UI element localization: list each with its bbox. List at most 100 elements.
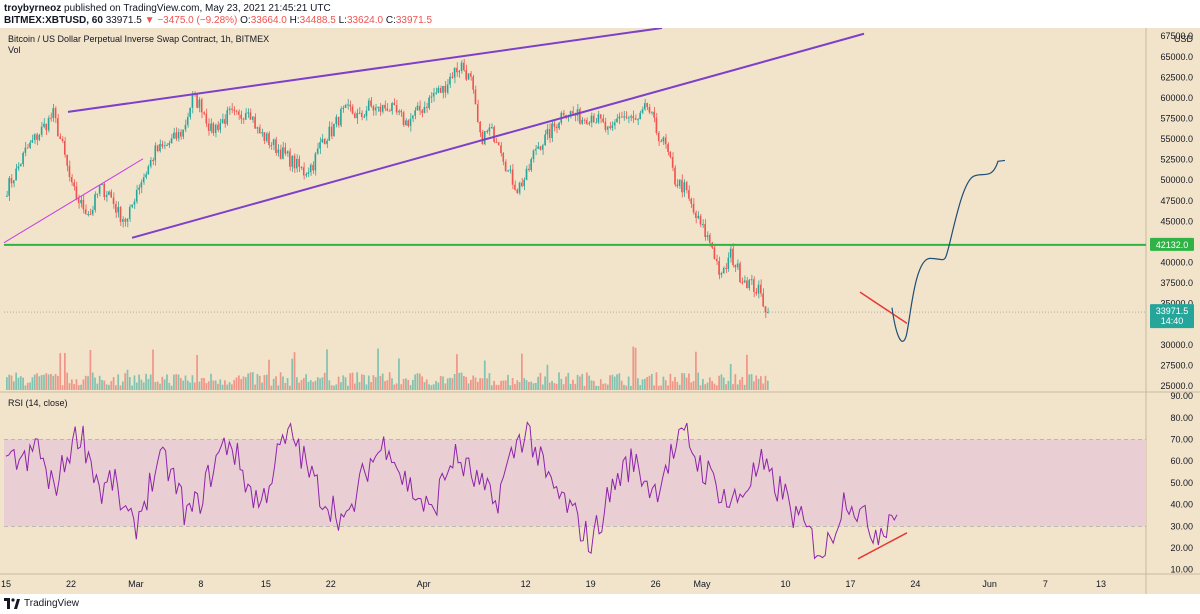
volume-bar <box>73 384 75 390</box>
down-arrow-icon: ▼ <box>144 15 155 26</box>
volume-bar <box>110 381 113 390</box>
volume-bar <box>291 358 294 390</box>
chart-canvas[interactable]: 25000.027500.030000.032500.035000.037500… <box>0 28 1200 594</box>
candle-body <box>94 194 96 210</box>
author-name[interactable]: troybyrneoz <box>4 3 62 14</box>
volume-bar <box>613 376 616 390</box>
volume-bar <box>282 376 284 390</box>
volume-bar <box>272 378 275 390</box>
candle-body <box>444 85 446 93</box>
candle-body <box>764 306 767 313</box>
volume-bar <box>235 377 238 390</box>
candle-body <box>367 100 370 111</box>
volume-bar <box>639 385 642 390</box>
volume-bar <box>620 380 623 390</box>
candle-body <box>323 139 326 144</box>
volume-bar <box>597 385 600 390</box>
volume-bar <box>66 372 69 390</box>
candle-body <box>19 164 22 167</box>
volume-bar <box>258 375 261 390</box>
price-tick-label: 60000.0 <box>1160 93 1193 103</box>
candle-body <box>284 147 286 154</box>
volume-bar <box>555 383 558 390</box>
candle-body <box>340 108 342 126</box>
candle-body <box>414 110 416 116</box>
candle-body <box>36 134 38 140</box>
volume-bar <box>551 380 553 390</box>
candle-body <box>365 110 368 117</box>
volume-bar <box>500 380 502 390</box>
candle-body <box>449 76 451 85</box>
candle-body <box>757 284 760 294</box>
candle-body <box>418 105 421 111</box>
candle-body <box>298 158 300 167</box>
candle-body <box>108 191 110 195</box>
volume-bar <box>676 381 679 390</box>
candle-body <box>409 118 412 126</box>
candle-body <box>347 104 349 106</box>
candle-body <box>249 112 252 120</box>
candle-body <box>374 107 377 111</box>
volume-bar <box>70 379 73 390</box>
candle-body <box>766 311 769 313</box>
volume-bar <box>8 374 11 390</box>
candle-body <box>170 138 173 144</box>
rsi-tick-label: 30.00 <box>1170 521 1193 531</box>
volume-bar <box>75 379 78 390</box>
volume-bar <box>379 375 382 390</box>
candle-body <box>191 93 194 108</box>
candle-body <box>727 257 730 269</box>
candle-body <box>465 70 467 80</box>
volume-bar <box>40 374 43 390</box>
candle-body <box>699 215 702 225</box>
volume-bar <box>760 376 762 390</box>
level-price-badge <box>1150 237 1194 251</box>
candle-body <box>551 123 553 139</box>
candle-body <box>597 114 600 123</box>
volume-bar <box>641 379 644 390</box>
candle-body <box>579 109 581 124</box>
candle-body <box>300 166 303 168</box>
volume-bar <box>36 373 38 390</box>
volume-bar <box>231 384 233 390</box>
volume-bar <box>147 379 150 390</box>
volume-bar <box>105 384 108 390</box>
time-tick-label: 24 <box>910 579 920 589</box>
volume-bar <box>421 376 423 390</box>
volume-bar <box>539 372 542 390</box>
volume-bar <box>196 354 198 390</box>
candle-body <box>662 137 665 142</box>
volume-bar <box>300 379 303 390</box>
candle-body <box>602 118 604 122</box>
volume-bar <box>588 375 591 390</box>
candle-body <box>544 134 546 146</box>
volume-bar <box>451 378 454 390</box>
volume-bar <box>664 380 667 390</box>
candle-body <box>532 150 535 160</box>
volume-bar <box>414 374 417 390</box>
candle-body <box>26 147 29 149</box>
volume-bar <box>186 380 189 390</box>
volume-bar <box>741 376 744 390</box>
volume-bar <box>483 360 486 390</box>
candle-body <box>736 263 739 268</box>
volume-bar <box>472 375 475 390</box>
level-price-label: 42132.0 <box>1156 240 1189 250</box>
volume-bar <box>725 384 727 390</box>
candle-body <box>428 97 430 109</box>
volume-bar <box>251 372 254 390</box>
volume-bar <box>38 376 41 390</box>
time-tick-label: 13 <box>1096 579 1106 589</box>
candle-body <box>205 113 208 124</box>
candle-body <box>242 118 245 120</box>
volume-bar <box>569 383 572 390</box>
volume-bar <box>637 378 639 390</box>
volume-bar <box>586 372 588 390</box>
candle-body <box>235 110 238 112</box>
candle-body <box>272 139 275 146</box>
candle-body <box>439 87 442 93</box>
candle-body <box>251 116 254 120</box>
footer-brand[interactable]: TradingView <box>24 598 80 609</box>
candle-body <box>43 123 45 127</box>
volume-bar <box>398 358 400 390</box>
